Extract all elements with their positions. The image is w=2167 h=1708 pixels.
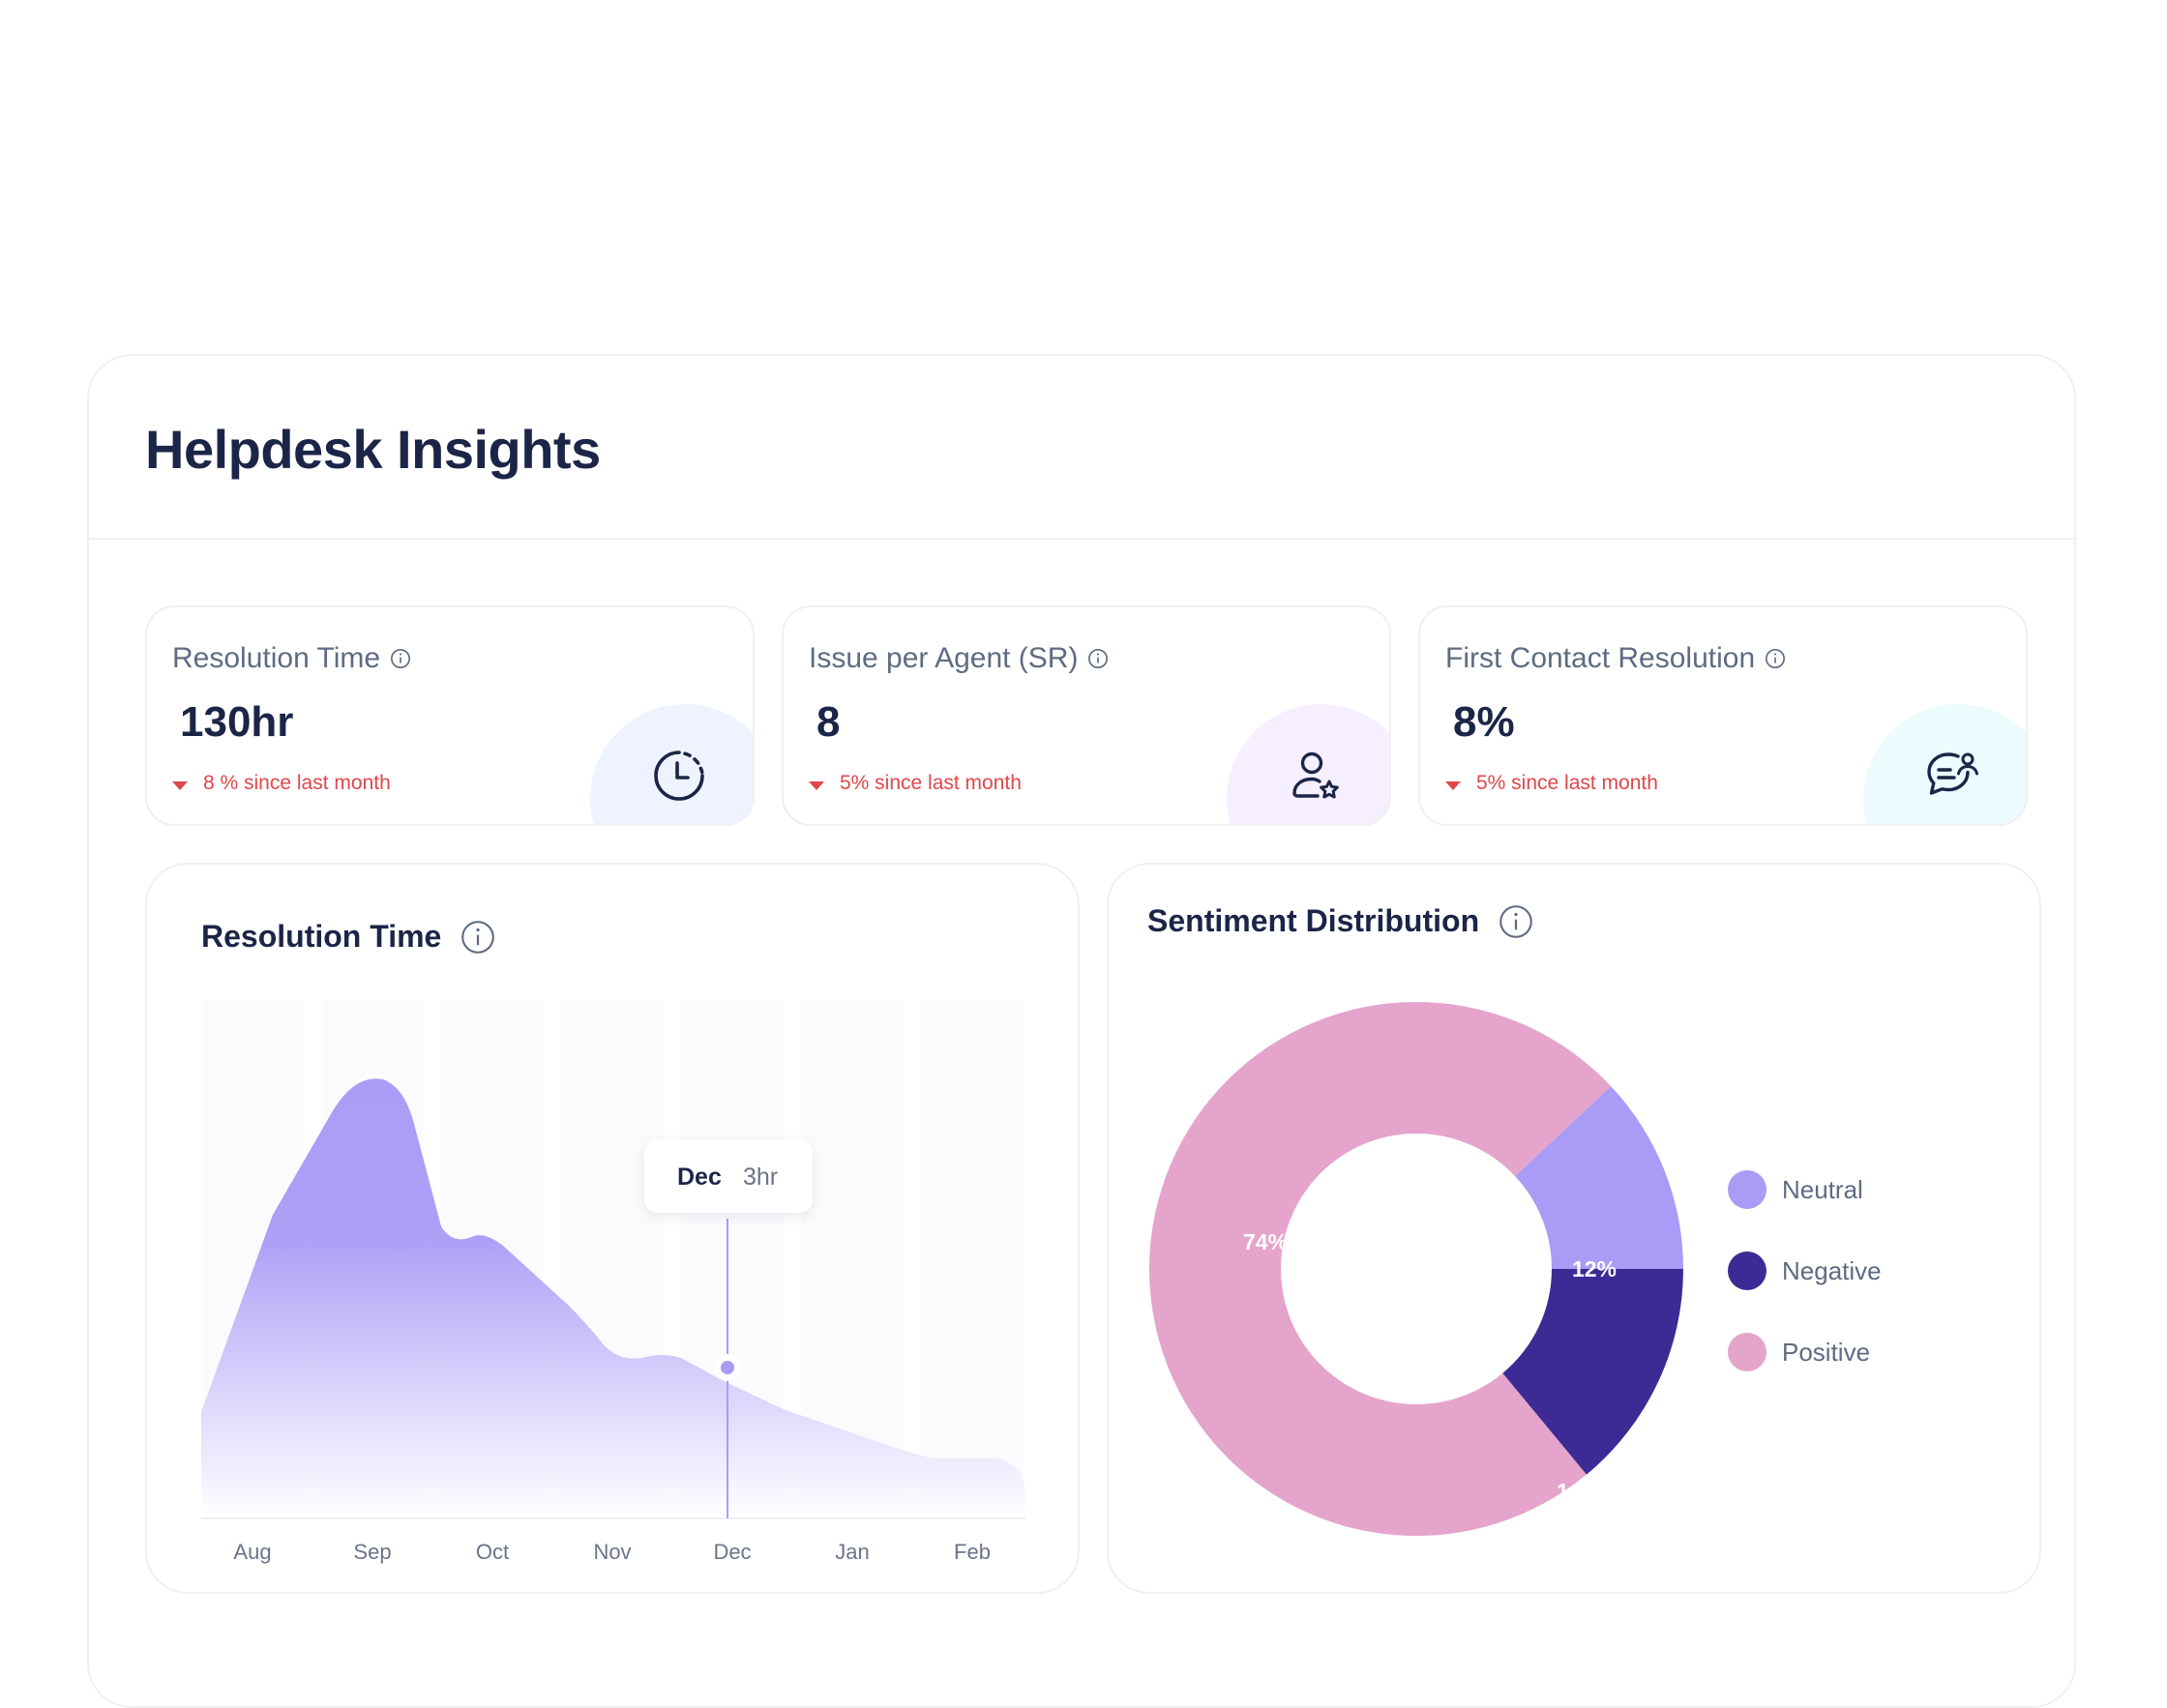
donut-data-label: 12%	[1572, 1256, 1617, 1281]
donut-data-label: 14%	[1557, 1479, 1601, 1504]
donut-data-label: 74%	[1243, 1229, 1288, 1254]
resolution-time-chart-card: Resolution Time	[145, 863, 1080, 1594]
info-icon[interactable]	[460, 920, 495, 955]
kpi-value: 8%	[1453, 698, 1515, 746]
sentiment-donut-chart: 12% 14% 74%	[1149, 1002, 1683, 1537]
kpi-card-resolution-time: Resolution Time 130hr 8 % since last mon…	[145, 605, 755, 826]
kpi-card-first-contact-resolution: First Contact Resolution 8% 5% since las…	[1418, 605, 2028, 826]
helpdesk-insights-panel: Helpdesk Insights Resolution Time 130hr …	[87, 354, 2076, 1708]
tooltip-marker-dot	[721, 1361, 734, 1374]
trend-down-icon	[809, 780, 824, 790]
tooltip-box	[644, 1139, 813, 1213]
chat-user-icon	[1927, 752, 1978, 795]
legend-item-positive[interactable]: Positive	[1728, 1333, 1882, 1371]
legend-label: Negative	[1782, 1255, 1882, 1285]
kpi-value: 130hr	[180, 698, 294, 746]
sentiment-distribution-card: Sentiment Distribution 12% 14% 74% Neutral…	[1107, 863, 2041, 1594]
x-tick-label: Feb	[954, 1540, 991, 1564]
chart-title: Sentiment Distribution	[1147, 903, 1480, 938]
kpi-value: 8	[816, 698, 841, 746]
donut-slice-neutral[interactable]	[1515, 1086, 1683, 1269]
info-icon[interactable]	[1499, 904, 1533, 939]
trend-down-icon	[172, 780, 188, 790]
x-axis-ticks: Aug Sep Oct Nov Dec Jan Feb	[233, 1540, 991, 1564]
divider	[89, 538, 2074, 540]
kpi-card-issue-per-agent: Issue per Agent (SR) 8 5% since last mon…	[782, 605, 1391, 826]
info-icon[interactable]	[1087, 648, 1109, 669]
x-tick-label: Aug	[233, 1540, 271, 1564]
trend-down-icon	[1445, 780, 1461, 790]
x-tick-label: Dec	[713, 1540, 751, 1564]
kpi-trend-text: 5% since last month	[840, 772, 1022, 794]
legend-label: Positive	[1782, 1337, 1871, 1367]
donut-slice-negative[interactable]	[1502, 1269, 1683, 1475]
user-star-icon	[1292, 751, 1339, 799]
legend-swatch	[1728, 1252, 1766, 1290]
legend-item-neutral[interactable]: Neutral	[1728, 1170, 1882, 1209]
donut-slice-positive[interactable]	[1149, 1002, 1612, 1537]
chart-legend: Neutral Negative Positive	[1728, 1170, 1882, 1414]
kpi-trend-text: 5% since last month	[1476, 772, 1658, 794]
chart-title: Resolution Time	[201, 919, 442, 954]
page-title: Helpdesk Insights	[145, 419, 601, 480]
kpi-trend-text: 8 % since last month	[203, 772, 391, 794]
kpi-label: Issue per Agent (SR)	[809, 642, 1079, 674]
tooltip-month: Dec	[677, 1163, 722, 1191]
legend-swatch	[1728, 1170, 1766, 1209]
x-tick-label: Sep	[353, 1540, 391, 1564]
clock-icon	[654, 751, 704, 801]
info-icon[interactable]	[1765, 648, 1786, 669]
legend-item-negative[interactable]: Negative	[1728, 1252, 1882, 1290]
x-tick-label: Nov	[593, 1540, 631, 1564]
x-tick-label: Oct	[476, 1540, 509, 1564]
x-tick-label: Jan	[835, 1540, 869, 1564]
area-series	[201, 1078, 1025, 1518]
info-icon[interactable]	[390, 648, 411, 669]
tooltip	[644, 1139, 813, 1213]
legend-swatch	[1728, 1333, 1766, 1371]
tooltip-value: 3hr	[743, 1163, 778, 1191]
legend-label: Neutral	[1782, 1174, 1863, 1204]
chart-band	[921, 1000, 1024, 1518]
kpi-label: Resolution Time	[172, 642, 381, 674]
kpi-label: First Contact Resolution	[1445, 642, 1756, 674]
resolution-time-area-chart: Dec 3hr Aug Sep Oct Nov Dec Jan Feb	[201, 1000, 1025, 1564]
